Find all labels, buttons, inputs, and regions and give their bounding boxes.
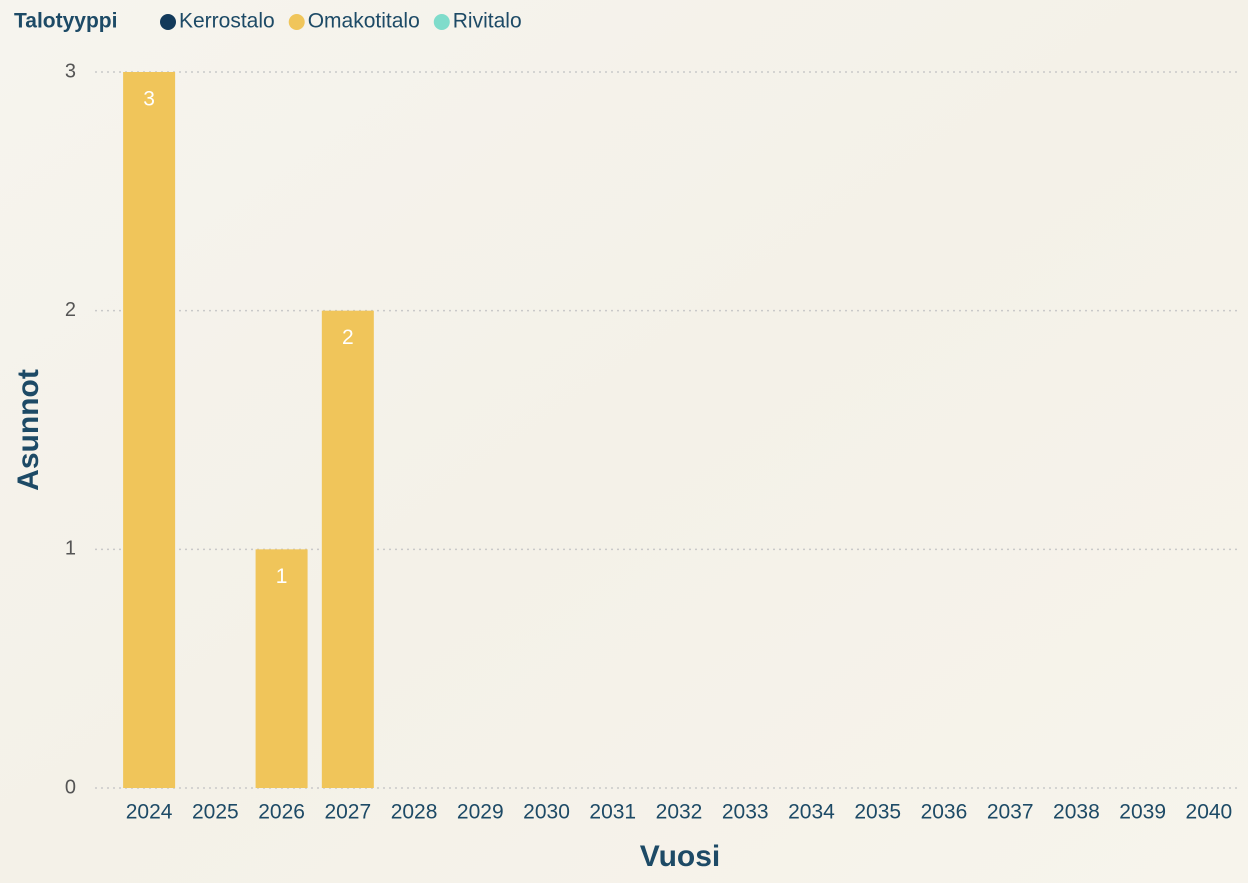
x-tick-label: 2032 (656, 801, 703, 824)
legend-label: Kerrostalo (179, 10, 275, 33)
x-tick-label: 2037 (987, 801, 1034, 824)
data-label: 1 (276, 565, 288, 588)
legend-label: Omakotitalo (308, 10, 420, 33)
x-tick-label: 2036 (921, 801, 968, 824)
x-tick-label: 2024 (126, 801, 173, 824)
y-axis-title: Asunnot (12, 369, 45, 491)
x-tick-label: 2039 (1119, 801, 1166, 824)
x-tick-label: 2040 (1186, 801, 1233, 824)
legend-marker (289, 14, 305, 30)
x-tick-label: 2033 (722, 801, 769, 824)
legend-label: Rivitalo (453, 10, 522, 33)
x-tick-label: 2030 (523, 801, 570, 824)
data-label: 3 (143, 88, 155, 111)
y-tick-label: 1 (65, 538, 76, 560)
x-tick-label: 2029 (457, 801, 504, 824)
x-tick-label: 2034 (788, 801, 835, 824)
y-tick-label: 0 (65, 776, 76, 798)
x-axis-title: Vuosi (640, 840, 721, 873)
legend-marker (160, 14, 176, 30)
bar (123, 72, 175, 788)
x-tick-label: 2035 (854, 801, 901, 824)
x-tick-label: 2031 (589, 801, 636, 824)
background (0, 0, 1248, 883)
x-tick-label: 2027 (324, 801, 371, 824)
data-label: 2 (342, 326, 354, 349)
page: Talotyyppi Vuosi Asunnot Kerrostalo Omako… (0, 0, 1248, 883)
x-tick-label: 2028 (391, 801, 438, 824)
x-tick-label: 2025 (192, 801, 239, 824)
y-tick-label: 3 (65, 60, 76, 82)
x-tick-label: 2026 (258, 801, 305, 824)
x-tick-label: 2038 (1053, 801, 1100, 824)
legend-marker (434, 14, 450, 30)
legend-title: Talotyyppi (14, 10, 117, 33)
chart: Talotyyppi Vuosi Asunnot Kerrostalo Omako… (0, 0, 1248, 883)
y-tick-label: 2 (65, 299, 76, 321)
bar (322, 311, 374, 788)
